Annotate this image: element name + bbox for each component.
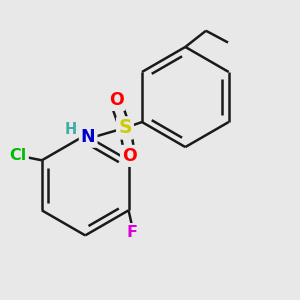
Text: S: S [118, 118, 132, 137]
Text: O: O [122, 147, 137, 165]
Text: N: N [81, 128, 95, 146]
Text: H: H [64, 122, 76, 137]
Text: O: O [109, 91, 124, 109]
Text: F: F [126, 225, 137, 240]
Text: Cl: Cl [10, 148, 27, 164]
